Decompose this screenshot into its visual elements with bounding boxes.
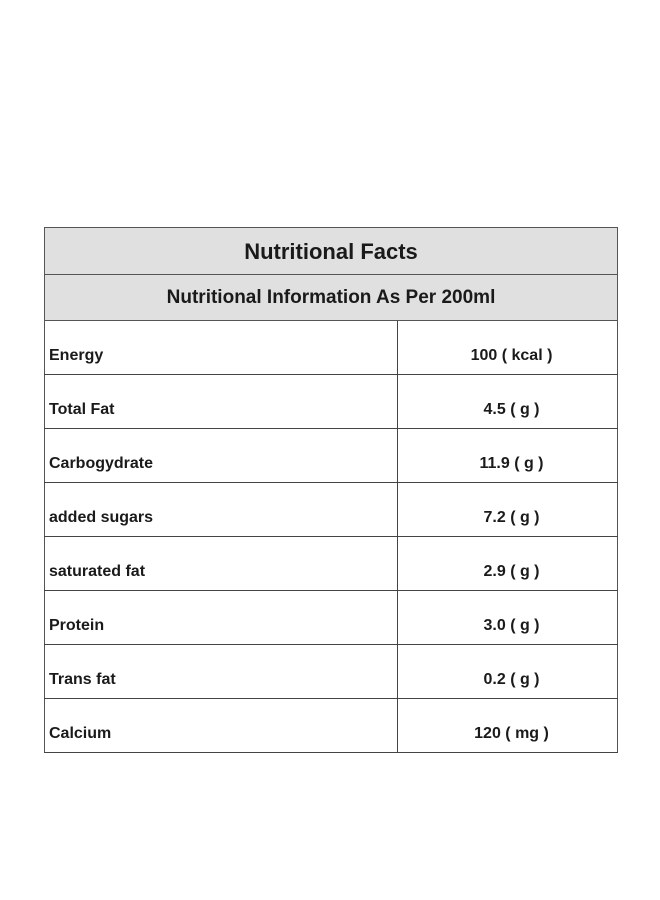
nutrient-value: 4.5 ( g ) xyxy=(396,374,618,429)
nutrient-name: Total Fat xyxy=(44,374,398,429)
nutrient-value: 2.9 ( g ) xyxy=(396,536,618,591)
nutrient-name: Calcium xyxy=(44,698,398,753)
nutrient-name: added sugars xyxy=(44,482,398,537)
table-row-calcium: Calcium 120 ( mg ) xyxy=(44,698,618,753)
table-row-saturated-fat: saturated fat 2.9 ( g ) xyxy=(44,536,618,591)
nutrient-name: Protein xyxy=(44,590,398,645)
title-row: Nutritional Facts xyxy=(44,227,618,275)
nutrient-value: 120 ( mg ) xyxy=(396,698,618,753)
nutrient-name: Trans fat xyxy=(44,644,398,699)
table-row-trans-fat: Trans fat 0.2 ( g ) xyxy=(44,644,618,699)
table-row-added-sugars: added sugars 7.2 ( g ) xyxy=(44,482,618,537)
table-row-energy: Energy 100 ( kcal ) xyxy=(44,320,618,375)
table-title: Nutritional Facts xyxy=(44,227,618,275)
nutrient-value: 7.2 ( g ) xyxy=(396,482,618,537)
nutrient-value: 0.2 ( g ) xyxy=(396,644,618,699)
nutrient-value: 11.9 ( g ) xyxy=(396,428,618,483)
table-subtitle: Nutritional Information As Per 200ml xyxy=(44,274,618,321)
nutrient-value: 100 ( kcal ) xyxy=(396,320,618,375)
nutrient-name: Carbogydrate xyxy=(44,428,398,483)
nutrient-name: saturated fat xyxy=(44,536,398,591)
nutrition-facts-table: Nutritional Facts Nutritional Informatio… xyxy=(44,227,619,753)
nutrient-value: 3.0 ( g ) xyxy=(396,590,618,645)
table-row-protein: Protein 3.0 ( g ) xyxy=(44,590,618,645)
nutrient-name: Energy xyxy=(44,320,398,375)
table-row-total-fat: Total Fat 4.5 ( g ) xyxy=(44,374,618,429)
subtitle-row: Nutritional Information As Per 200ml xyxy=(44,274,618,321)
table-row-carbohydrate: Carbogydrate 11.9 ( g ) xyxy=(44,428,618,483)
